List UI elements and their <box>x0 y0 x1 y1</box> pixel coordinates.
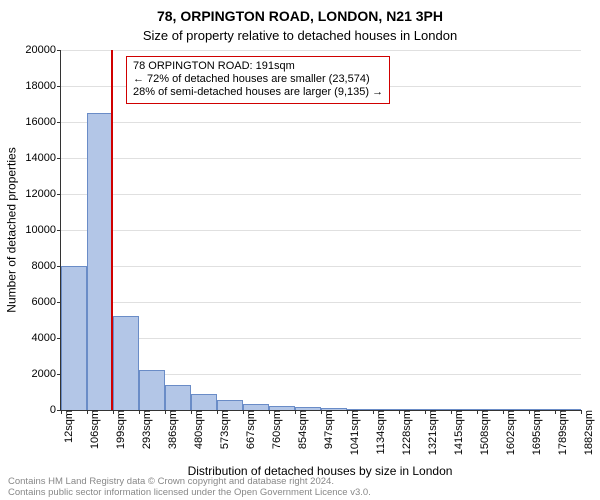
footer-line-1: Contains HM Land Registry data © Crown c… <box>8 476 371 487</box>
y-tick-label: 10000 <box>25 224 61 236</box>
histogram-bar <box>61 266 87 410</box>
histogram-bar <box>113 316 139 410</box>
x-tick-label: 1508sqm <box>477 410 491 455</box>
y-tick-label: 0 <box>50 404 61 416</box>
histogram-bar <box>139 370 165 410</box>
x-tick-label: 854sqm <box>295 410 309 449</box>
x-tick-label: 199sqm <box>113 410 127 449</box>
y-tick-label: 12000 <box>25 188 61 200</box>
info-box-line: ← 72% of detached houses are smaller (23… <box>133 73 383 86</box>
x-tick-label: 1882sqm <box>581 410 595 455</box>
info-box: 78 ORPINGTON ROAD: 191sqm← 72% of detach… <box>126 56 390 104</box>
histogram-bar <box>191 394 217 410</box>
histogram-chart: 78, ORPINGTON ROAD, LONDON, N21 3PH Size… <box>0 0 600 500</box>
x-tick-label: 947sqm <box>321 410 335 449</box>
y-tick-label: 8000 <box>32 260 61 272</box>
x-tick-label: 293sqm <box>139 410 153 449</box>
y-tick-label: 2000 <box>32 368 61 380</box>
x-tick-label: 667sqm <box>243 410 257 449</box>
chart-subtitle: Size of property relative to detached ho… <box>0 28 600 43</box>
y-tick-label: 16000 <box>25 116 61 128</box>
y-tick-label: 20000 <box>25 44 61 56</box>
x-tick-label: 1789sqm <box>555 410 569 455</box>
histogram-bar <box>87 113 113 410</box>
y-tick-label: 4000 <box>32 332 61 344</box>
x-tick-label: 1415sqm <box>451 410 465 455</box>
footer-attribution: Contains HM Land Registry data © Crown c… <box>8 476 371 498</box>
y-tick-label: 14000 <box>25 152 61 164</box>
info-box-line: 28% of semi-detached houses are larger (… <box>133 86 383 99</box>
x-tick-label: 1321sqm <box>425 410 439 455</box>
plot-area: 0200040006000800010000120001400016000180… <box>60 50 581 411</box>
histogram-bar <box>165 385 191 410</box>
x-tick-label: 12sqm <box>61 410 75 443</box>
histogram-bar <box>217 400 243 410</box>
property-marker-line <box>111 50 113 410</box>
x-tick-label: 480sqm <box>191 410 205 449</box>
x-tick-label: 760sqm <box>269 410 283 449</box>
x-tick-label: 1695sqm <box>529 410 543 455</box>
x-tick-label: 386sqm <box>165 410 179 449</box>
x-tick-label: 106sqm <box>87 410 101 449</box>
footer-line-2: Contains public sector information licen… <box>8 487 371 498</box>
chart-title: 78, ORPINGTON ROAD, LONDON, N21 3PH <box>0 8 600 24</box>
x-tick-label: 1228sqm <box>399 410 413 455</box>
x-tick-label: 1602sqm <box>503 410 517 455</box>
y-tick-label: 6000 <box>32 296 61 308</box>
info-box-line: 78 ORPINGTON ROAD: 191sqm <box>133 60 383 73</box>
x-tick-label: 1041sqm <box>347 410 361 455</box>
y-tick-label: 18000 <box>25 80 61 92</box>
x-tick-label: 1134sqm <box>373 410 387 454</box>
x-tick-label: 573sqm <box>217 410 231 449</box>
